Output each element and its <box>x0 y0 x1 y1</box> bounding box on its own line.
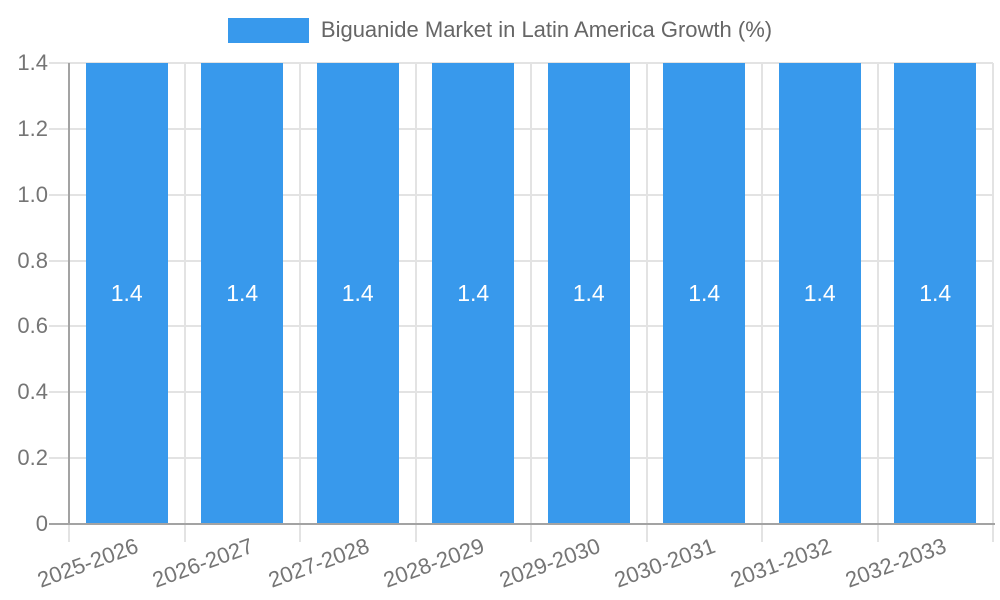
y-tick-label: 1.4 <box>17 50 48 75</box>
v-gridline <box>876 63 879 524</box>
y-tick-mark <box>49 127 69 130</box>
bar-value-label: 1.4 <box>803 280 836 306</box>
v-gridline <box>530 63 532 524</box>
x-tick-label: 2025-2026 <box>33 533 141 593</box>
x-axis-line <box>49 523 995 525</box>
bar: 1.4 <box>85 63 168 524</box>
y-tick-label: 1.0 <box>17 181 48 207</box>
bar-value-label: 1.4 <box>341 280 374 306</box>
bar-value-label: 1.4 <box>919 280 952 306</box>
x-tick-mark <box>645 524 648 542</box>
bar: 1.4 <box>894 63 977 524</box>
legend-label: Biguanide Market in Latin America Growth… <box>320 17 773 42</box>
legend-swatch <box>227 17 309 43</box>
y-tick-mark <box>49 259 69 262</box>
v-gridline <box>645 63 648 524</box>
x-tick-label: 2026-2027 <box>149 533 257 593</box>
v-gridline <box>299 63 301 524</box>
y-tick-mark <box>49 193 69 196</box>
x-tick-mark <box>876 524 879 542</box>
bar: 1.4 <box>547 63 630 524</box>
y-tick-mark <box>49 325 69 328</box>
x-tick-label: 2027-2028 <box>264 533 372 593</box>
x-tick-mark <box>183 524 186 542</box>
y-tick-mark <box>49 391 69 394</box>
bar: 1.4 <box>201 63 284 524</box>
y-tick-label: 0.8 <box>17 247 48 273</box>
bar-value-label: 1.4 <box>110 280 143 306</box>
chart-legend[interactable]: Biguanide Market in Latin America Growth… <box>0 17 1000 43</box>
x-tick-mark <box>68 524 70 542</box>
y-tick-label: 0.6 <box>17 313 48 339</box>
x-tick-mark <box>761 524 763 542</box>
x-tick-label: 2031-2032 <box>726 533 834 593</box>
v-gridline <box>183 63 186 524</box>
x-tick-label: 2028-2029 <box>380 533 488 593</box>
v-gridline <box>992 63 994 524</box>
x-tick-label: 2030-2031 <box>611 533 719 593</box>
y-tick-mark <box>49 62 69 64</box>
bar-value-label: 1.4 <box>226 280 259 306</box>
y-tick-label: 1.2 <box>17 115 48 141</box>
y-tick-mark <box>49 457 69 460</box>
v-gridline <box>761 63 763 524</box>
v-gridline <box>414 63 417 524</box>
bar-value-label: 1.4 <box>457 280 490 306</box>
bar: 1.4 <box>663 63 746 524</box>
bar-value-label: 1.4 <box>688 280 721 306</box>
y-axis-line <box>68 63 70 525</box>
x-tick-label: 2032-2033 <box>842 533 950 593</box>
x-tick-mark <box>992 524 994 542</box>
x-tick-label: 2029-2030 <box>495 533 603 593</box>
bar: 1.4 <box>316 63 399 524</box>
y-tick-label: 0 <box>35 511 48 536</box>
bar-value-label: 1.4 <box>572 280 605 306</box>
x-tick-mark <box>414 524 417 542</box>
y-tick-label: 0.4 <box>17 379 48 405</box>
x-tick-mark <box>530 524 532 542</box>
x-tick-mark <box>299 524 301 542</box>
bar: 1.4 <box>432 63 515 524</box>
y-tick-label: 0.2 <box>17 445 48 471</box>
bar: 1.4 <box>778 63 861 524</box>
